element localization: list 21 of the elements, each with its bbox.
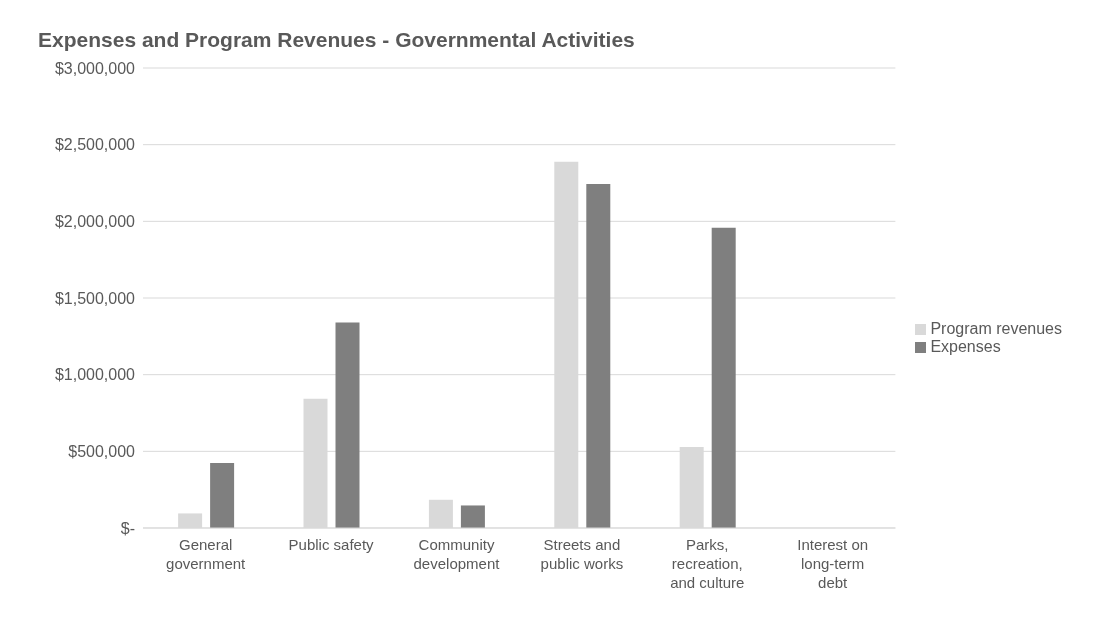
x-tick-label: Streets and public works [540,536,624,572]
x-tick-label: Interest on long-term debt [797,536,869,591]
y-tick-label: $2,000,000 [54,213,136,231]
bar [335,322,360,528]
chart-title: Expenses and Program Revenues - Governmental Activities [37,27,636,53]
y-tick-label: $1,000,000 [54,366,136,384]
x-tick-label: Public safety [288,536,375,553]
y-tick-label: $3,000,000 [54,59,136,77]
bar [586,184,611,528]
legend-label: Program revenues [930,320,1062,337]
x-tick-label: Parks, recreation, and culture [670,536,745,591]
bar [711,227,736,528]
x-tick-label: Community development [413,536,501,572]
y-tick-label: $2,500,000 [54,136,136,154]
y-tick-label: $1,500,000 [54,289,136,307]
bar [460,505,485,528]
x-tick-label: General government [166,536,247,572]
legend-label: Expenses [930,338,1001,355]
y-tick-label: $- [120,519,135,537]
y-tick-label: $500,000 [68,443,136,461]
bar [210,462,235,528]
